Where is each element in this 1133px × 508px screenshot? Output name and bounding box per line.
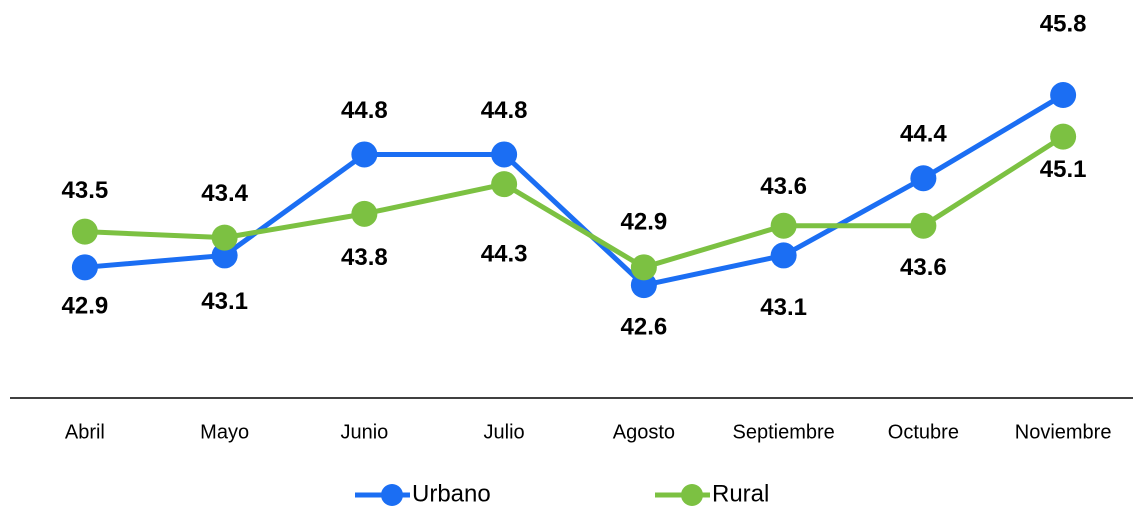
series-line <box>84 134 1065 270</box>
x-tick-label: Mayo <box>200 421 249 443</box>
data-label: 43.1 <box>760 294 807 321</box>
point <box>351 200 378 227</box>
data-label: 45.8 <box>1040 10 1087 37</box>
data-label: 43.5 <box>62 177 109 204</box>
data-label: 44.8 <box>481 97 528 124</box>
data-label: 43.1 <box>201 288 248 315</box>
x-tick-label: Abril <box>65 421 105 443</box>
point <box>630 254 657 281</box>
x-tick-label: Noviembre <box>1015 421 1112 443</box>
x-tick-label: Julio <box>484 421 525 443</box>
point <box>71 218 98 245</box>
x-tick-label: Octubre <box>888 421 959 443</box>
point <box>211 224 238 251</box>
data-label: 42.9 <box>62 293 109 320</box>
point <box>630 272 657 299</box>
legend-marker <box>381 484 403 506</box>
point <box>1050 82 1077 109</box>
point <box>491 141 518 168</box>
data-label: 43.6 <box>900 254 947 281</box>
point <box>910 212 937 239</box>
x-tick-label: Junio <box>340 421 388 443</box>
data-label: 44.4 <box>900 121 947 148</box>
data-label: 42.6 <box>621 313 668 340</box>
point <box>351 141 378 168</box>
x-tick-label: Agosto <box>613 421 675 443</box>
point <box>491 171 518 198</box>
point <box>770 242 797 269</box>
data-label: 43.4 <box>201 180 248 207</box>
data-label: 43.6 <box>760 173 807 200</box>
data-label: 44.3 <box>481 240 528 267</box>
point <box>910 165 937 192</box>
data-label: 42.9 <box>621 209 668 236</box>
point <box>1050 123 1077 150</box>
data-label: 43.8 <box>341 244 388 271</box>
data-label: 45.1 <box>1040 156 1087 183</box>
point <box>211 242 238 269</box>
series-line <box>84 92 1065 288</box>
data-label: 44.8 <box>341 97 388 124</box>
point <box>71 254 98 281</box>
legend-label: Urbano <box>412 480 491 507</box>
legend-marker <box>681 484 703 506</box>
legend-label: Rural <box>712 480 769 507</box>
x-tick-label: Septiembre <box>732 421 834 443</box>
point <box>770 212 797 239</box>
